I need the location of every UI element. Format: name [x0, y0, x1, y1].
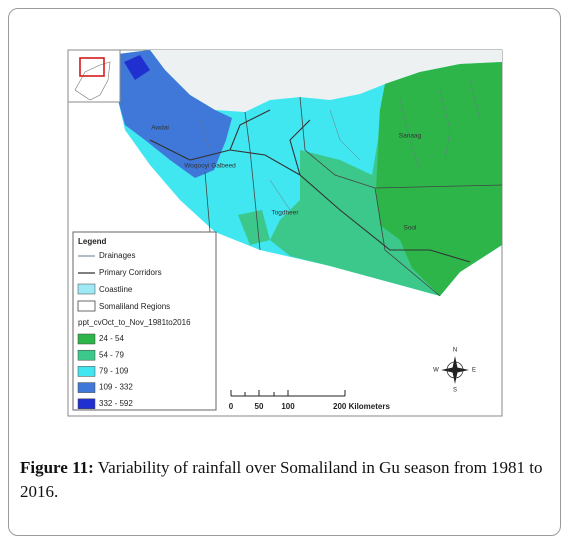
- compass-label: W: [433, 368, 439, 374]
- legend-item: Somaliland Regions: [99, 302, 170, 311]
- legend-title: Legend: [78, 237, 107, 246]
- scale-label: 100: [281, 402, 295, 411]
- legend-swatch: [77, 349, 96, 361]
- compass-label: N: [453, 348, 457, 354]
- legend-class: 109 - 332: [99, 383, 133, 392]
- region-label: Togdheer: [271, 210, 299, 217]
- legend-item: Coastline: [99, 285, 133, 294]
- caption-text: Variability of rainfall over Somaliland …: [20, 458, 543, 501]
- region-label: Woqooyi Galbeed: [184, 163, 236, 170]
- region-boundaries: [204, 96, 503, 297]
- land-green: [376, 62, 502, 296]
- compass-label: E: [472, 368, 476, 374]
- region-label: Sool: [403, 225, 417, 232]
- legend-box: [72, 231, 217, 411]
- sea: [118, 50, 502, 112]
- inset-highlight: [79, 57, 105, 77]
- legend-class: 79 - 109: [99, 367, 129, 376]
- scale-label: 0: [229, 402, 234, 411]
- legend-class: 332 - 592: [99, 399, 133, 408]
- drainages: [199, 79, 481, 211]
- scale-label: 200 Kilometers: [333, 402, 390, 411]
- legend-class-title: ppt_cvOct_to_Nov_1981to2016: [78, 318, 191, 327]
- caption-label: Figure 11:: [20, 458, 94, 477]
- inset-outline: [74, 61, 111, 101]
- caption: Figure 11: Variability of rainfall over …: [20, 456, 558, 504]
- legend-swatch: [77, 366, 96, 377]
- region-label: Sanaag: [399, 133, 422, 140]
- figure-frame: [8, 8, 561, 536]
- legend-class: 24 - 54: [99, 334, 124, 343]
- legend-class: 54 - 79: [99, 350, 124, 359]
- compass-label: S: [453, 388, 457, 394]
- legend-swatch: [77, 398, 96, 410]
- legend-item: Drainages: [99, 251, 135, 260]
- legend-item: Primary Corridors: [99, 268, 162, 277]
- land-darkblue: [124, 55, 150, 80]
- legend-swatch: [77, 300, 96, 312]
- legend-swatch: [77, 283, 96, 295]
- legend-swatch: [77, 333, 96, 345]
- primary-corridors: [149, 109, 471, 263]
- land-teal-patch: [238, 210, 270, 245]
- legend-swatch: [77, 382, 96, 393]
- scale-label: 50: [255, 402, 264, 411]
- scale-bar: [230, 390, 346, 397]
- land-blue: [118, 50, 232, 178]
- compass-rose: [441, 356, 469, 384]
- region-label: Awdal: [151, 125, 169, 132]
- legend-classes: 24 - 54 54 - 79 79 - 109 109 - 332 332 - 592: [77, 333, 133, 410]
